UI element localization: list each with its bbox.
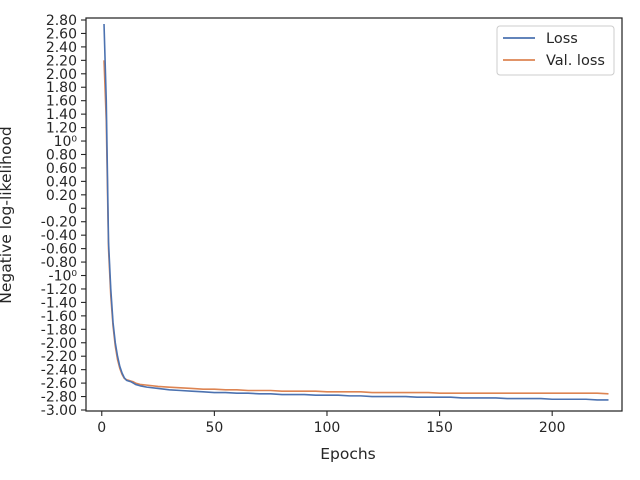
y-tick-label: 0.40 [46, 174, 77, 190]
plot-frame [85, 17, 623, 412]
legend: Loss Val. loss [496, 25, 615, 76]
x-tick-label: 100 [314, 420, 341, 436]
y-tick-label: 0.80 [46, 147, 77, 163]
y-tick-label: -2.60 [41, 376, 77, 392]
y-tick-label: 2.60 [46, 26, 77, 42]
x-tick-label: 200 [539, 420, 566, 436]
y-tick-label: -0.60 [41, 242, 77, 258]
y-axis-title: Negative log-likelihood [0, 126, 15, 304]
y-tick-label: 1.80 [46, 80, 77, 96]
y-tick-label: -0.80 [41, 255, 77, 271]
series-line-loss [103, 24, 609, 401]
y-tick-label: -2.20 [41, 349, 77, 365]
y-tick-label: -2.40 [41, 363, 77, 379]
y-tick-label: -1.80 [41, 322, 77, 338]
x-axis-title: Epochs [320, 445, 376, 463]
y-tick-label: 10⁰ [54, 134, 78, 150]
y-tick-label: -1.60 [41, 309, 77, 325]
axis-ticks: 0 50 100 150 200 2.802.602.402.202.001.801.60… [41, 13, 566, 436]
y-tick-label: 0.60 [46, 161, 77, 177]
x-tick-label: 150 [426, 420, 453, 436]
y-tick-label: -1.20 [41, 282, 77, 298]
y-tick-label: 1.60 [46, 94, 77, 110]
y-tick-label: -0.40 [41, 228, 77, 244]
series-line-val-loss [103, 60, 609, 395]
y-tick-label: -3.00 [41, 403, 77, 419]
y-tick-label: -2.80 [41, 390, 77, 406]
y-tick-label: 0 [68, 201, 77, 217]
y-tick-label: 2.20 [46, 53, 77, 69]
x-tick-label: 50 [205, 420, 223, 436]
y-tick-label: 0.20 [46, 188, 77, 204]
y-tick-label: 2.80 [46, 13, 77, 29]
y-tick-label: 1.40 [46, 107, 77, 123]
series-lines [103, 24, 609, 401]
legend-label-val-loss: Val. loss [546, 53, 605, 69]
x-tick-label: 0 [97, 420, 106, 436]
y-tick-label: -1.40 [41, 295, 77, 311]
y-tick-label: -2.00 [41, 336, 77, 352]
y-tick-label: 2.00 [46, 67, 77, 83]
y-tick-label: 2.40 [46, 40, 77, 56]
legend-label-loss: Loss [546, 31, 578, 47]
y-tick-label: -10⁰ [49, 269, 78, 285]
y-tick-label: 1.20 [46, 121, 77, 137]
y-tick-label: -0.20 [41, 215, 77, 231]
